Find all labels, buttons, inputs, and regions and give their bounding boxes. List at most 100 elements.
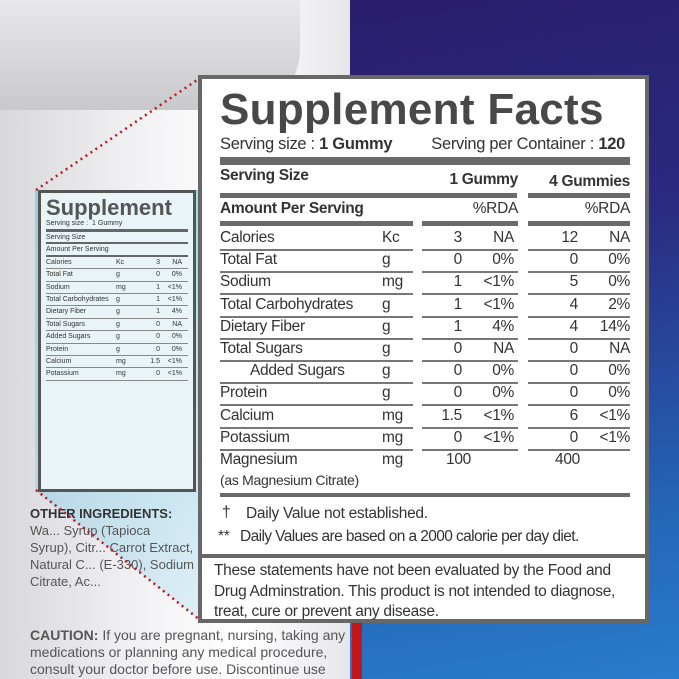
row-v2: 0 [569, 251, 579, 269]
mini-row-unit: g [116, 308, 120, 316]
mini-row-p1: <1% [167, 370, 182, 378]
red-stripe [352, 623, 362, 679]
row-unit: mg [382, 406, 403, 424]
row-unit: mg [382, 273, 403, 291]
row-name: Potassium [220, 428, 290, 446]
rda-header-1: %RDA [472, 200, 519, 217]
mini-row-v1: 1 [156, 283, 160, 291]
row-p2: 0% [608, 251, 630, 269]
row-divider [528, 448, 630, 451]
mini-row-p1: 0% [171, 333, 182, 341]
mini-serving-label: Serving size : [46, 220, 89, 227]
row-v1: 3 [453, 229, 463, 246]
mini-title: Supplement [46, 195, 172, 220]
row-divider [528, 315, 630, 318]
row-p1: 4% [492, 317, 514, 335]
col2-header: 4 Gummies [549, 173, 630, 190]
mini-row-unit: mg [116, 370, 126, 378]
other-ingredients-label: OTHER INGREDIENTS: [30, 506, 173, 521]
row-v2: 4 [569, 317, 579, 335]
row-p1: 0% [492, 384, 514, 402]
row-name: Protein [220, 384, 268, 402]
divider-bar [220, 157, 630, 165]
row-name: Calcium [220, 406, 274, 424]
mini-row-v1: 0 [156, 271, 160, 279]
row-divider [528, 293, 630, 296]
mini-row-v1: 0 [156, 320, 160, 328]
row-divider [220, 337, 413, 340]
row-p1: 0% [492, 362, 514, 380]
row-divider [422, 382, 518, 385]
row-p1: NA [493, 340, 514, 357]
mini-row-name: Calories [46, 258, 72, 266]
row-v1: 0 [453, 251, 463, 269]
row-divider [220, 360, 413, 362]
row-p2: 0% [608, 362, 630, 380]
mini-amount-header: Amount Per Serving [46, 246, 109, 254]
caution-text: If you are pregnant, nursing, taking any… [30, 627, 346, 677]
row-divider [220, 271, 413, 274]
row-divider [528, 382, 630, 385]
servings-per-container-value: 120 [598, 135, 625, 153]
row-v1: 1.5 [441, 406, 462, 424]
row-name: Total Fat [220, 251, 277, 269]
divider-bar [422, 221, 518, 226]
row-p1: NA [493, 229, 514, 246]
row-p2: 0% [608, 384, 630, 402]
mini-row-name: Total Carbohydrates [46, 295, 109, 303]
row-name: Total Carbohydrates [220, 295, 354, 313]
row-v2: 0 [569, 340, 579, 357]
mini-row-unit: g [116, 333, 120, 341]
row-p1: <1% [483, 406, 514, 424]
mini-row-unit: g [116, 271, 120, 279]
mini-row-name: Total Fat [46, 271, 73, 279]
mini-row-v1: 1 [156, 308, 160, 316]
row-divider [528, 426, 630, 429]
row-v2: 4 [569, 295, 579, 313]
mini-row-p1: <1% [167, 357, 182, 365]
mini-row: Potassium mg 0 <1% [46, 368, 188, 381]
row-p1: <1% [483, 428, 514, 446]
mini-row-p1: <1% [167, 283, 182, 291]
row-v1: 1 [453, 295, 463, 313]
row-unit: g [382, 251, 391, 269]
mini-row: Calories Kc 3 NA [46, 257, 188, 270]
mini-row-p1: <1% [167, 295, 182, 303]
row-divider [422, 426, 518, 429]
mini-row-p1: NA [172, 320, 182, 328]
row-p2: 0% [608, 273, 630, 291]
magnesium-1gummy: 100 [446, 451, 471, 468]
row-p2: <1% [599, 428, 630, 446]
row-divider [220, 382, 413, 385]
mini-row-unit: g [116, 320, 120, 328]
row-divider [220, 293, 413, 296]
row-p2: NA [609, 229, 630, 246]
mini-row: Total Carbohydrates g 1 <1% [46, 294, 188, 307]
mini-row-name: Added Sugars [46, 333, 91, 341]
divider-bar [528, 193, 630, 198]
mini-row: Total Sugars g 0 NA [46, 319, 188, 332]
row-v1: 0 [453, 428, 463, 446]
mini-row-v1: 0 [156, 333, 160, 341]
serving-size-header: Serving Size [220, 167, 309, 184]
divider-bar [220, 493, 630, 497]
row-divider [220, 249, 413, 251]
row-v2: 5 [569, 273, 579, 291]
row-divider [422, 249, 518, 251]
row-divider [528, 249, 630, 251]
row-unit: g [382, 317, 391, 335]
row-unit: Kc [382, 229, 400, 246]
col1-header: 1 Gummy [449, 171, 518, 188]
row-divider [528, 337, 630, 340]
row-p2: 2% [608, 295, 630, 313]
row-divider [528, 360, 630, 362]
magnesium-4gummies: 400 [555, 451, 580, 468]
row-name: Total Sugars [220, 340, 303, 357]
mini-serving-header: Serving Size [46, 234, 86, 241]
serving-size-value: 1 Gummy [319, 135, 393, 153]
row-unit: g [382, 384, 391, 402]
row-p2: NA [609, 340, 630, 357]
mini-row: Sodium mg 1 <1% [46, 282, 188, 294]
row-v2: 0 [569, 362, 579, 380]
